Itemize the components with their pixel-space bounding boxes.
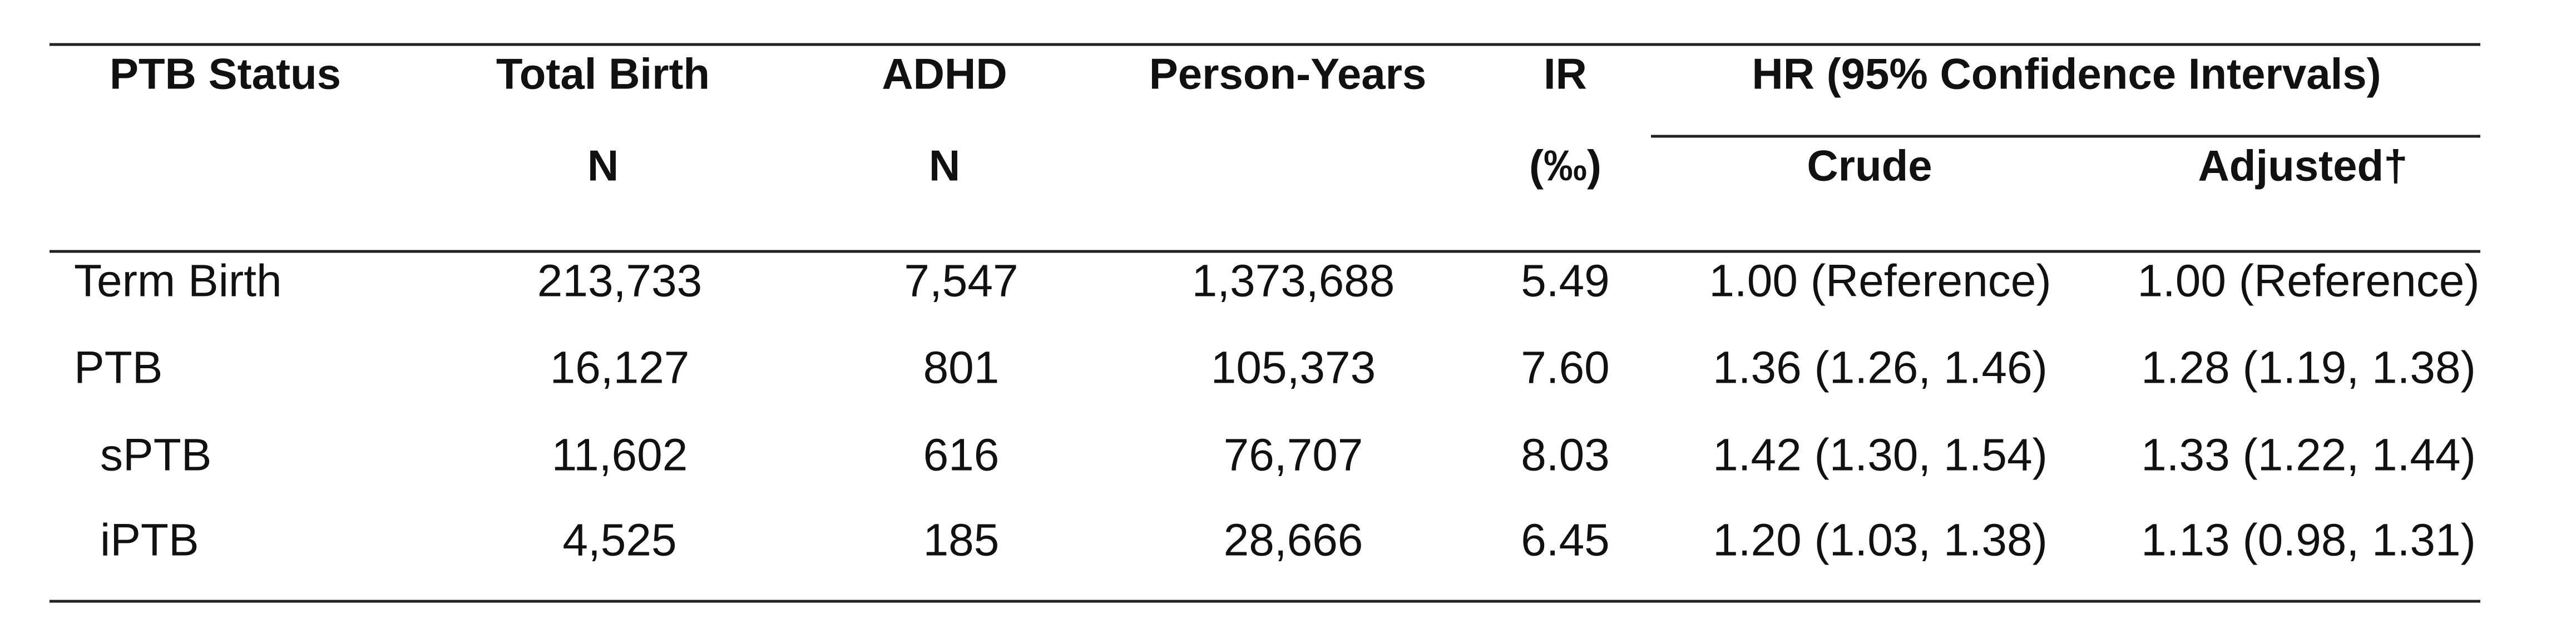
cell: 5.49	[1521, 256, 1610, 306]
row-label: iPTB	[100, 515, 199, 566]
cell: 185	[923, 515, 1000, 566]
cell: 1.13 (0.98, 1.31)	[2141, 515, 2476, 566]
cell: 1.00 (Reference)	[2137, 256, 2479, 306]
cell: 213,733	[537, 256, 702, 306]
header-cell: N	[587, 141, 619, 190]
cell: 16,127	[550, 343, 690, 393]
cell: 1.42 (1.30, 1.54)	[1713, 430, 2048, 481]
row-label: PTB	[74, 343, 162, 393]
cell: 1.36 (1.26, 1.46)	[1713, 343, 2048, 393]
cell: 801	[923, 343, 1000, 393]
cell: 28,666	[1224, 515, 1363, 566]
header-cell: HR (95% Confidence Intervals)	[1752, 50, 2381, 98]
cell: 1.20 (1.03, 1.38)	[1713, 515, 2048, 566]
cell: 4,525	[562, 515, 676, 566]
header-cell: N	[929, 141, 960, 190]
cell: 1,373,688	[1192, 256, 1395, 306]
row-label: sPTB	[100, 430, 211, 481]
cell: 1.33 (1.22, 1.44)	[2141, 430, 2476, 481]
cell: 7,547	[904, 256, 1018, 306]
header-cell: Total Birth	[496, 50, 710, 98]
cell: 76,707	[1224, 430, 1363, 481]
cell: 8.03	[1521, 430, 1610, 481]
row-label: Term Birth	[74, 256, 282, 306]
cell: 616	[923, 430, 1000, 481]
header-cell: Crude	[1807, 141, 1932, 190]
cell: 1.00 (Reference)	[1709, 256, 2051, 306]
header-cell: (‰)	[1529, 141, 1601, 190]
header-cell: PTB Status	[110, 50, 341, 98]
cell: 105,373	[1211, 343, 1376, 393]
cell: 1.28 (1.19, 1.38)	[2141, 343, 2476, 393]
header-cell: IR	[1544, 50, 1587, 98]
cell: 11,602	[552, 430, 688, 481]
cell: 6.45	[1521, 515, 1610, 566]
header-cell: Adjusted†	[2198, 141, 2407, 190]
header-cell: ADHD	[882, 50, 1007, 98]
cell: 7.60	[1521, 343, 1610, 393]
header-cell: Person-Years	[1149, 50, 1427, 98]
